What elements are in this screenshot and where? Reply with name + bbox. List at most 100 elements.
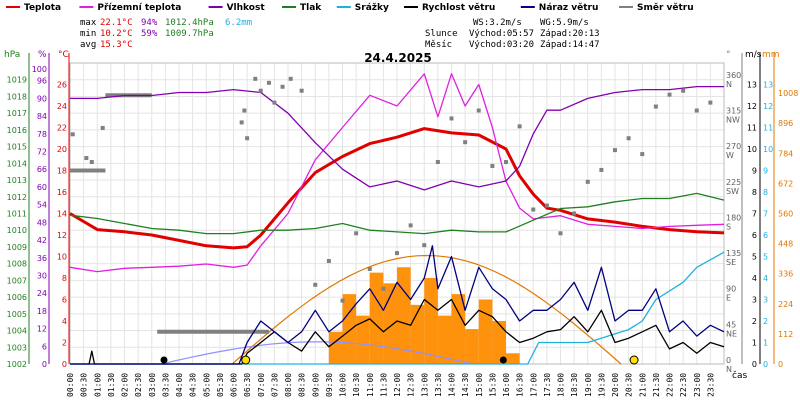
- temperature-tick-label: 4: [62, 317, 67, 326]
- wind-tick-label: 8: [752, 188, 757, 197]
- temperature-tick-label: 10: [57, 253, 67, 262]
- moonset-marker: [499, 356, 507, 364]
- rain-tick-label: 336: [778, 270, 793, 279]
- wind-direction-point: [299, 88, 304, 93]
- rain-tick-label: 560: [778, 210, 793, 219]
- moon_arc: [160, 341, 473, 365]
- temperature-tick-label: 12: [57, 231, 67, 240]
- x-tick-label: 02:30: [134, 373, 143, 397]
- sunset-marker: [629, 355, 639, 365]
- x-tick-label: 19:00: [584, 373, 593, 397]
- x-tick-label: 21:30: [652, 373, 661, 397]
- wind-direction-point: [531, 207, 536, 212]
- temperature-tick-label: 24: [57, 102, 67, 111]
- stats-min-label: min: [80, 29, 96, 39]
- wind-tick-label: 0: [752, 360, 757, 369]
- temperature-tick-label: 26: [57, 81, 67, 90]
- x-tick-label: 13:00: [420, 373, 429, 397]
- x-tick-label: 02:00: [121, 373, 130, 397]
- x-tick-label: 05:30: [216, 373, 225, 397]
- pressure-tick-label: 1003: [7, 343, 27, 352]
- compass-tick-label: SW: [726, 187, 739, 196]
- pressure-tick-label: 1004: [7, 327, 27, 336]
- rain-tick-label: 0: [778, 360, 783, 369]
- sun-set: Západ:20:13: [540, 29, 600, 39]
- rain-bar: [451, 294, 466, 364]
- pressure-tick-label: 1017: [7, 109, 27, 118]
- wind-direction-point: [100, 125, 105, 130]
- wind-tick-label: 13: [747, 81, 757, 90]
- x-tick-label: 23:30: [706, 373, 715, 397]
- wind-tick-label: 9: [752, 167, 757, 176]
- humidity-tick-label: 0: [42, 360, 47, 369]
- wind-direction-point: [367, 266, 372, 271]
- wind-direction-point: [272, 100, 277, 105]
- wind-direction-point: [572, 211, 577, 216]
- rain-total-tick-label: 10: [763, 145, 773, 154]
- x-tick-label: 07:30: [270, 373, 279, 397]
- wind-direction-point: [280, 84, 285, 89]
- wind-direction-point: [517, 124, 522, 129]
- x-tick-label: 20:00: [611, 373, 620, 397]
- rain-bar: [424, 278, 438, 364]
- moonrise-marker: [160, 356, 168, 364]
- sun-label: Slunce: [425, 29, 458, 39]
- stats-max-humidity: 94%: [141, 18, 158, 28]
- stats-min-temp: 10.2°C: [100, 29, 133, 39]
- temperature-tick-label: 8: [62, 274, 67, 283]
- wind-tick-label: 3: [752, 296, 757, 305]
- pressure-tick-label: 1008: [7, 260, 27, 269]
- direction-tick-label: 45: [726, 320, 736, 329]
- wind-direction-point: [640, 152, 645, 157]
- wind-direction-point: [544, 203, 549, 208]
- humidity-tick-label: 48: [37, 218, 47, 227]
- rain-tick-label: 1008: [778, 89, 798, 98]
- humidity-tick-label: 54: [37, 201, 47, 210]
- sun_arc: [231, 254, 622, 365]
- wind-direction-point: [599, 167, 604, 172]
- wind-direction-point: [626, 136, 631, 141]
- rain-tick-label: 896: [778, 119, 793, 128]
- rain-tick-label: 448: [778, 240, 793, 249]
- temperature-tick-label: 18: [57, 167, 67, 176]
- legend-label: Přízemní teplota: [97, 3, 181, 13]
- rain-total-tick-label: 13: [763, 81, 773, 90]
- wind-ws: WS:3.2m/s: [473, 18, 522, 28]
- temperature-tick-label: 20: [57, 145, 67, 154]
- rain-bar: [478, 299, 493, 364]
- humidity-tick-label: 72: [37, 148, 47, 157]
- rain-tick-label: 784: [778, 149, 793, 158]
- stats-min-humidity: 59%: [141, 29, 158, 39]
- wind-direction-point: [408, 223, 413, 228]
- rain-tick-label: 224: [778, 300, 793, 309]
- humidity-tick-label: 78: [37, 130, 47, 139]
- direction-tick-label: 180: [726, 213, 741, 222]
- wind-tick-label: 10: [747, 145, 757, 154]
- legend-label: Vlhkost: [227, 3, 266, 13]
- x-tick-label: 21:00: [638, 373, 647, 397]
- rain-total-tick-label: 2: [763, 317, 768, 326]
- stats-rain-total: 6.2mm: [225, 18, 252, 28]
- wind-direction-point: [613, 148, 617, 153]
- wind-direction-point: [585, 179, 590, 184]
- unit-time: čas: [732, 370, 747, 381]
- stats-max-label: max: [80, 18, 97, 28]
- wind-direction-point: [239, 120, 244, 125]
- pressure-tick-label: 1016: [7, 126, 27, 135]
- rain-total-tick-label: 11: [763, 124, 773, 133]
- x-tick-label: 04:30: [189, 373, 198, 397]
- compass-tick-label: W: [726, 151, 734, 160]
- wind-tick-label: 7: [752, 210, 757, 219]
- x-tick-label: 15:30: [488, 373, 497, 397]
- x-tick-label: 01:00: [93, 373, 102, 397]
- temperature-tick-label: 14: [57, 210, 67, 219]
- pressure-tick-label: 1018: [7, 92, 27, 101]
- x-tick-label: 14:30: [461, 373, 470, 397]
- x-tick-label: 00:30: [80, 373, 89, 397]
- x-tick-label: 03:30: [161, 373, 170, 397]
- wind-direction-point: [89, 160, 94, 165]
- stats-max-pressure: 1012.4hPa: [165, 18, 214, 28]
- wind-direction-point: [681, 88, 686, 93]
